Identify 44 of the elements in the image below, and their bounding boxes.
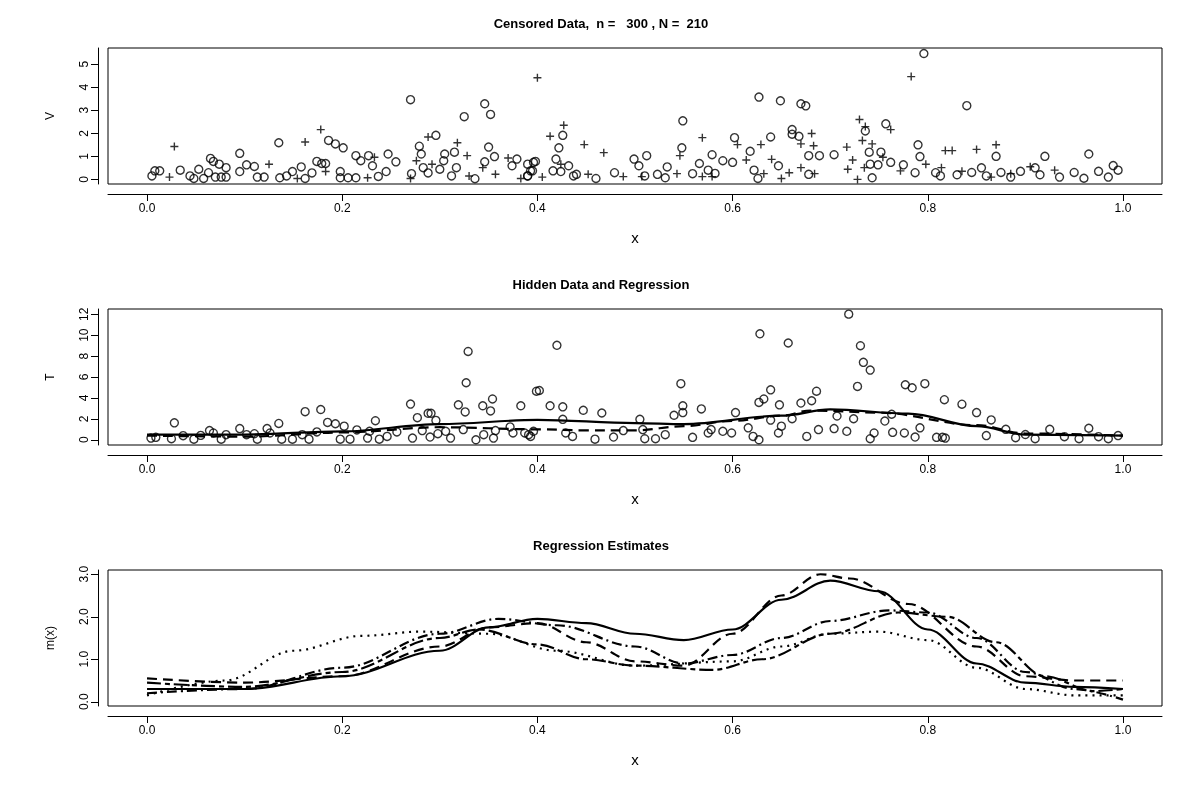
x-tick-label: 1.0 [1114,201,1132,215]
x-axis-title: x [631,751,640,768]
chart-title: Censored Data, n = 300 , N = 210 [493,16,709,31]
x-tick-label: 0.4 [529,462,547,476]
y-tick-label: 12 [77,307,91,321]
y-tick-label: 0 [77,175,91,183]
y-tick-label: 0.0 [77,693,91,711]
y-tick-label: 8 [77,352,91,360]
y-axis-title: T [43,372,57,381]
y-tick-label: 1.0 [77,650,91,668]
x-tick-label: 0.8 [919,201,937,215]
x-tick-label: 0.8 [919,723,937,737]
x-tick-label: 0.4 [529,201,547,215]
chart-title: Regression Estimates [533,538,669,553]
x-tick-label: 0.0 [138,201,156,215]
x-axis-title: x [631,229,640,246]
x-axis-title: x [631,490,640,507]
y-tick-label: 0 [77,436,91,444]
x-tick-label: 0.2 [333,462,351,476]
chart-title: Hidden Data and Regression [512,277,690,292]
y-tick-label: 4 [77,394,91,402]
y-tick-label: 6 [77,373,91,381]
y-tick-label: 3 [77,106,91,114]
y-axis-title: m(x) [43,626,57,650]
x-tick-label: 0.0 [138,462,156,476]
y-tick-label: 1 [77,152,91,160]
y-tick-label: 2 [77,129,91,137]
x-tick-label: 0.6 [724,462,742,476]
y-axis-title: V [43,111,57,121]
x-tick-label: 0.6 [724,723,742,737]
y-tick-label: 5 [77,60,91,68]
x-tick-label: 0.4 [529,723,547,737]
x-tick-label: 0.2 [333,723,351,737]
x-tick-label: 1.0 [1114,723,1132,737]
x-tick-label: 0.8 [919,462,937,476]
y-tick-label: 3.0 [77,565,91,583]
x-tick-label: 0.0 [138,723,156,737]
y-tick-label: 4 [77,83,91,91]
y-tick-label: 10 [77,328,91,342]
y-tick-label: 2 [77,415,91,423]
x-tick-label: 0.2 [333,201,351,215]
x-tick-label: 1.0 [1114,462,1132,476]
y-tick-label: 2.0 [77,608,91,626]
x-tick-label: 0.6 [724,201,742,215]
